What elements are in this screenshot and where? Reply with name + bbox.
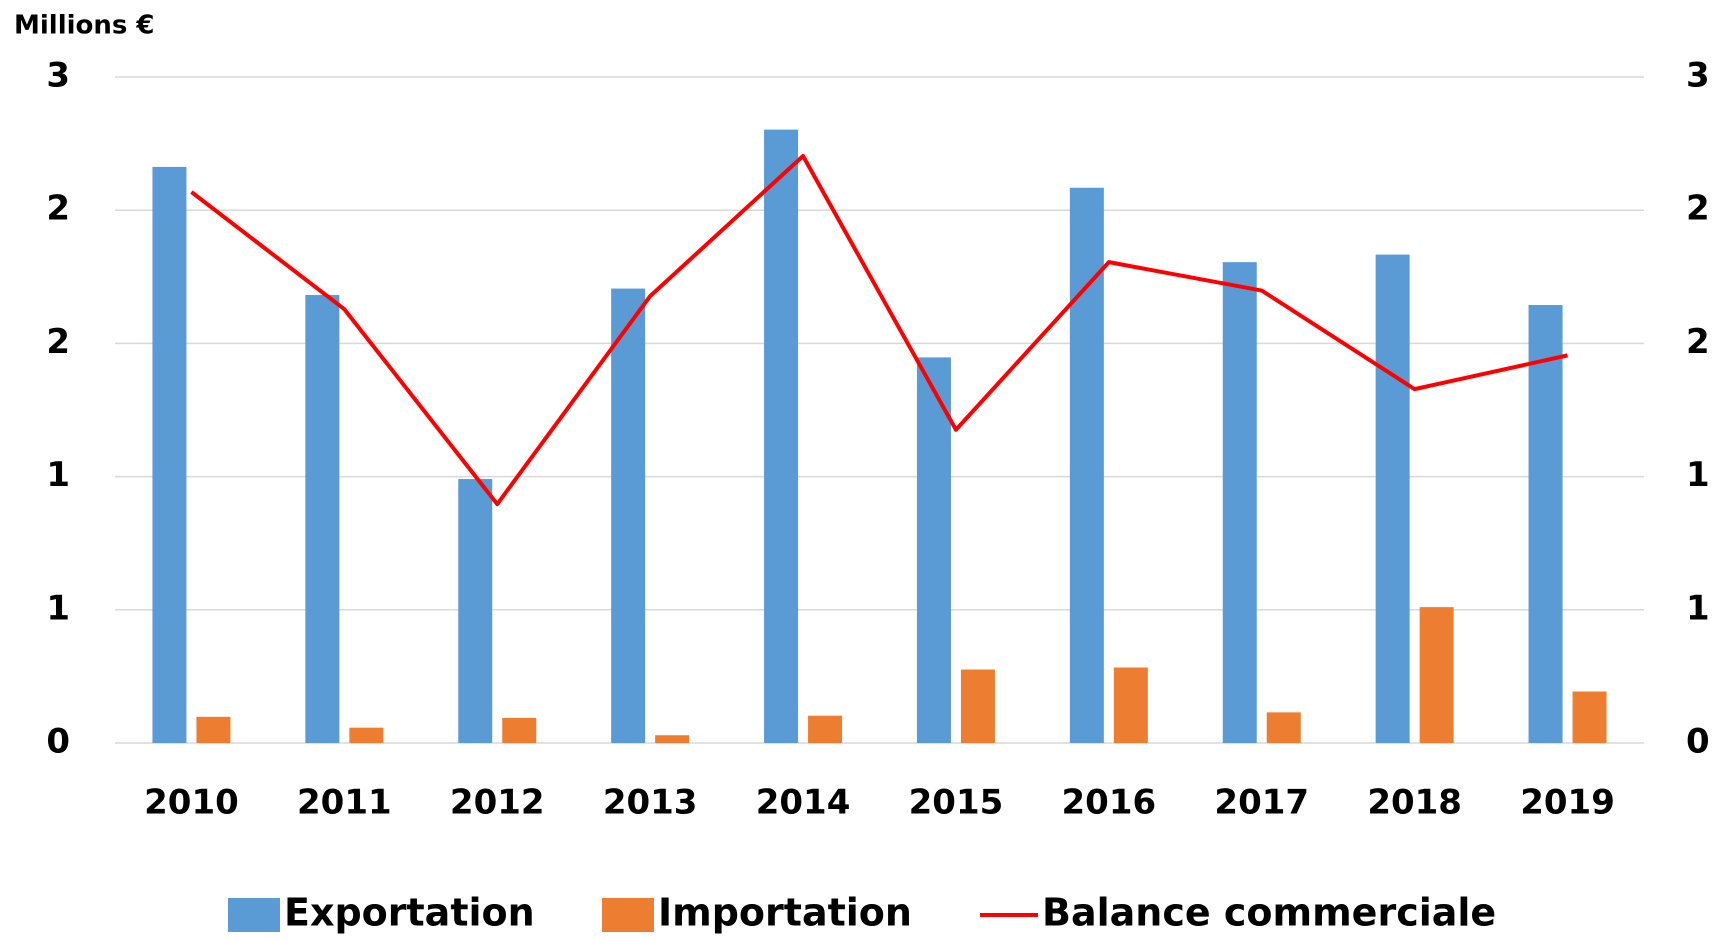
bar [196, 716, 231, 743]
x-tick-label: 2019 [1520, 783, 1615, 823]
legend-label: Importation [658, 891, 912, 935]
x-tick-label: 2015 [909, 783, 1004, 823]
y-tick-label: 0 [46, 722, 70, 762]
legend-label: Exportation [284, 891, 535, 935]
legend-label: Balance commerciale [1042, 891, 1496, 935]
bar [458, 479, 493, 743]
y-axis-label: Millions € [14, 11, 155, 41]
bar [1572, 691, 1607, 743]
y-tick-label: 2 [46, 322, 70, 362]
y-tick-label: 1 [46, 588, 70, 628]
legend-swatch [602, 898, 654, 932]
bar [1375, 254, 1410, 743]
bar [808, 715, 843, 743]
x-tick-label: 2012 [450, 783, 545, 823]
y-tick-label: 2 [46, 189, 70, 229]
legend-swatch [228, 898, 280, 932]
x-tick-label: 2018 [1367, 783, 1462, 823]
y2-tick-label: 1 [1686, 455, 1710, 495]
y2-tick-label: 1 [1686, 588, 1710, 628]
y2-tick-label: 2 [1686, 189, 1710, 229]
x-tick-label: 2013 [603, 783, 698, 823]
bar [305, 295, 340, 743]
bar [1266, 712, 1301, 743]
bar [655, 735, 690, 743]
y-tick-label: 1 [46, 455, 70, 495]
bar [764, 129, 799, 743]
y2-tick-label: 2 [1686, 322, 1710, 362]
bar [960, 669, 995, 743]
bar [1528, 304, 1563, 743]
line [190, 154, 1568, 507]
bar [1419, 607, 1454, 743]
x-tick-label: 2011 [297, 783, 392, 823]
bar [1222, 262, 1257, 743]
bar [916, 357, 951, 743]
y2-tick-label: 3 [1686, 56, 1710, 96]
x-tick-label: 2016 [1062, 783, 1157, 823]
y2-tick-label: 0 [1686, 722, 1710, 762]
x-tick-label: 2010 [144, 783, 239, 823]
bar [611, 288, 646, 743]
bar [349, 727, 384, 743]
y-tick-label: 3 [46, 56, 70, 96]
bar [1113, 667, 1148, 743]
bar [502, 717, 537, 743]
bar [152, 166, 187, 743]
bar [1069, 187, 1104, 743]
x-tick-label: 2017 [1214, 783, 1309, 823]
x-tick-label: 2014 [756, 783, 851, 823]
